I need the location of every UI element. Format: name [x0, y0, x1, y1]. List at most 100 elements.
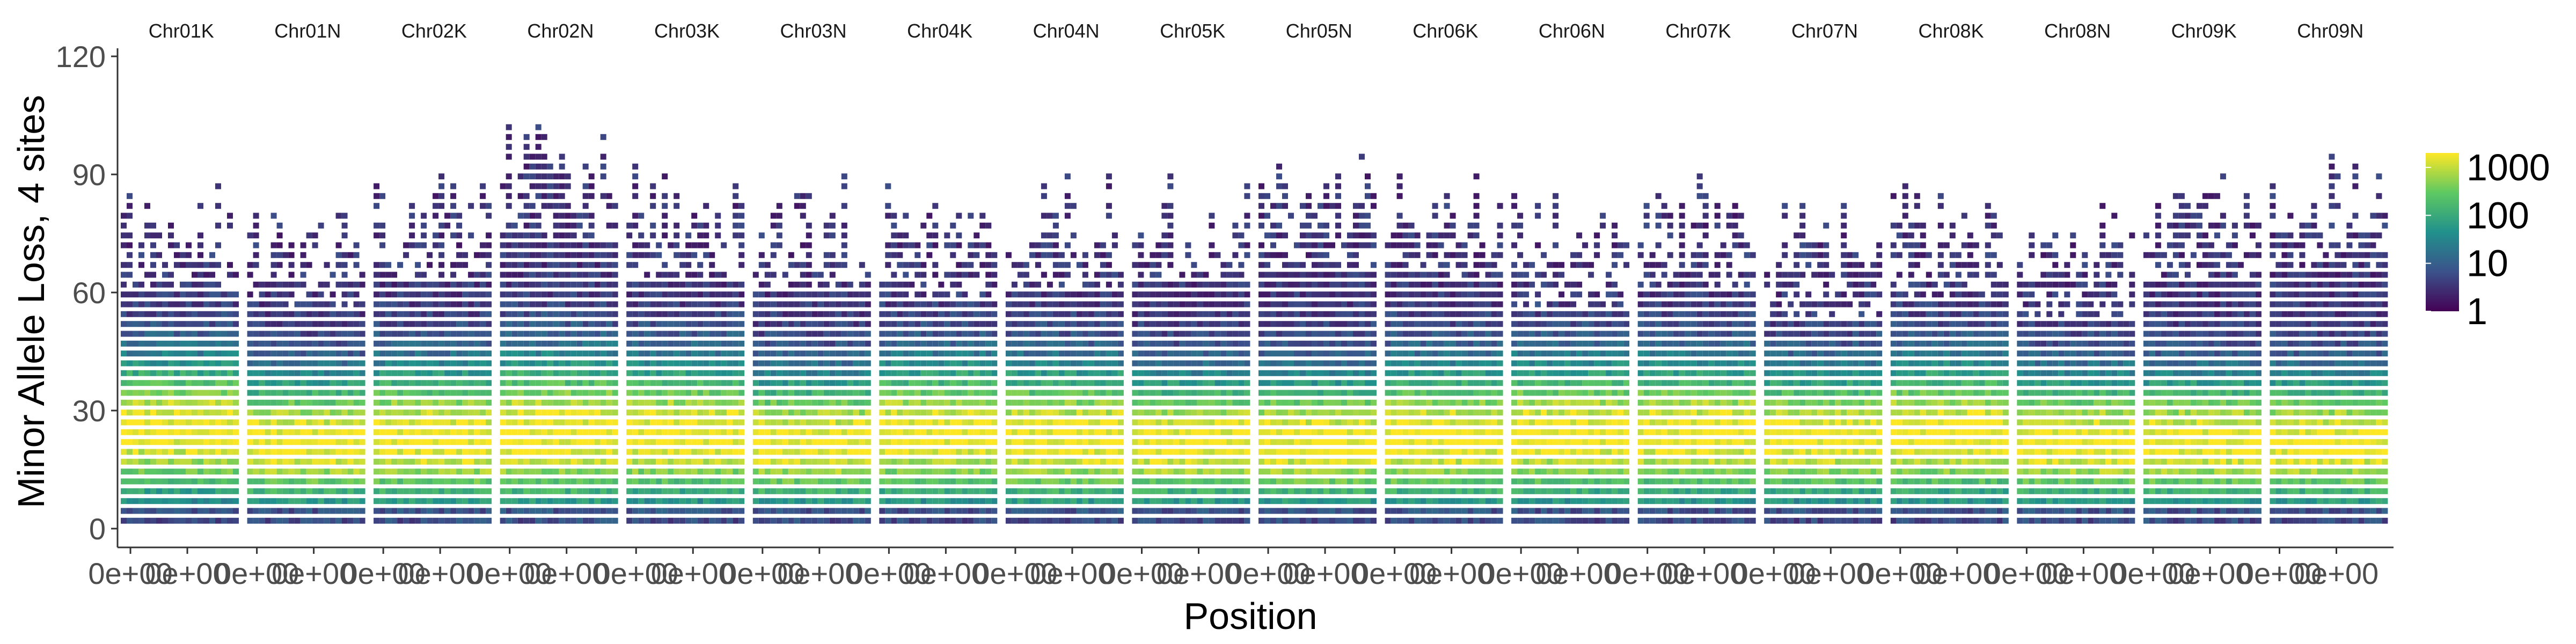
- hex-bin: [679, 291, 686, 298]
- hex-bin: [150, 291, 156, 298]
- hex-bin: [656, 350, 662, 357]
- hex-bin: [1144, 508, 1150, 514]
- hex-bin: [674, 517, 680, 524]
- hex-bin: [480, 439, 486, 445]
- hex-bin: [679, 439, 686, 445]
- hex-bin: [330, 399, 336, 406]
- hex-bin: [385, 498, 392, 504]
- hex-bin: [1197, 291, 1203, 298]
- hex-bin: [721, 281, 727, 288]
- hex-bin: [841, 301, 847, 308]
- hex-bin: [612, 252, 618, 258]
- hex-bin: [758, 321, 765, 327]
- hex-bin: [1138, 498, 1144, 504]
- hex-bin: [197, 340, 203, 347]
- hex-bin: [559, 350, 565, 357]
- hex-bin: [150, 321, 156, 327]
- hex-bin: [1155, 301, 1162, 308]
- hex-bin: [1064, 340, 1071, 347]
- hex-bin: [385, 301, 392, 308]
- hex-bin: [1064, 321, 1071, 327]
- hex-bin: [1005, 370, 1012, 376]
- hex-bin: [632, 488, 639, 494]
- hex-bin: [662, 498, 668, 504]
- hex-bin: [1155, 488, 1162, 494]
- hex-bin: [829, 449, 836, 455]
- hex-bin: [385, 429, 392, 435]
- hex-bin: [127, 439, 133, 445]
- hex-bin: [800, 262, 806, 268]
- hex-bin: [391, 439, 398, 445]
- hex-bin: [523, 134, 530, 140]
- hex-bin: [1144, 380, 1150, 386]
- hex-bin: [438, 458, 445, 465]
- hex-bin: [588, 252, 595, 258]
- hex-bin: [468, 399, 474, 406]
- hex-bin: [806, 469, 812, 475]
- hex-bin: [938, 281, 945, 288]
- hex-bin: [885, 252, 891, 258]
- hex-bin: [806, 252, 812, 258]
- hex-bin: [174, 508, 180, 514]
- hex-bin: [559, 419, 565, 426]
- hex-bin: [1203, 517, 1209, 524]
- hex-bin: [324, 449, 330, 455]
- hex-bin: [782, 517, 788, 524]
- hex-bin: [1132, 488, 1138, 494]
- hex-bin: [1052, 419, 1059, 426]
- hex-bin: [1046, 232, 1053, 239]
- hex-bin: [127, 340, 133, 347]
- hex-bin: [626, 508, 633, 514]
- hex-bin: [144, 458, 150, 465]
- hex-bin: [144, 311, 150, 317]
- hex-bin: [221, 488, 227, 494]
- hex-bin: [1052, 488, 1059, 494]
- hex-bin: [859, 311, 865, 317]
- hex-bin: [926, 331, 933, 337]
- hex-bin: [679, 409, 686, 416]
- hex-bin: [409, 508, 415, 514]
- hex-bin: [1094, 458, 1100, 465]
- hex-bin: [788, 508, 794, 514]
- hex-bin: [456, 488, 463, 494]
- hex-bin: [427, 517, 433, 524]
- hex-bin: [468, 390, 474, 396]
- hex-bin: [1167, 203, 1174, 209]
- hex-bin: [559, 478, 565, 485]
- hex-bin: [341, 340, 348, 347]
- hex-bin: [1161, 301, 1168, 308]
- hex-bin: [433, 242, 439, 248]
- hex-bin: [576, 311, 583, 317]
- hex-bin: [233, 311, 239, 317]
- hex-bin: [486, 252, 492, 258]
- hex-bin: [758, 488, 765, 494]
- hex-bin: [950, 439, 956, 445]
- hex-bin: [968, 262, 974, 268]
- hex-bin: [600, 281, 606, 288]
- hex-bin: [806, 449, 812, 455]
- hex-bin: [950, 449, 956, 455]
- hex-bin: [1076, 370, 1082, 376]
- hex-bin: [379, 399, 386, 406]
- hex-bin: [288, 508, 295, 514]
- hex-bin: [450, 281, 457, 288]
- hex-bin: [991, 439, 998, 445]
- hex-bin: [1088, 291, 1094, 298]
- hex-bin: [962, 498, 968, 504]
- hex-bin: [829, 478, 836, 485]
- hex-bin: [535, 331, 541, 337]
- hex-bin: [480, 478, 486, 485]
- hex-bin: [1197, 478, 1203, 485]
- hex-bin: [776, 429, 782, 435]
- hex-bin: [956, 242, 962, 248]
- hex-bin: [438, 301, 445, 308]
- hex-bin: [500, 252, 506, 258]
- hex-bin: [865, 399, 871, 406]
- hex-bin: [324, 399, 330, 406]
- hex-bin: [859, 340, 865, 347]
- hex-bin: [353, 242, 360, 248]
- hex-bin: [409, 232, 415, 239]
- hex-bin: [606, 311, 612, 317]
- hex-bin: [1179, 331, 1185, 337]
- hex-bin: [594, 360, 601, 367]
